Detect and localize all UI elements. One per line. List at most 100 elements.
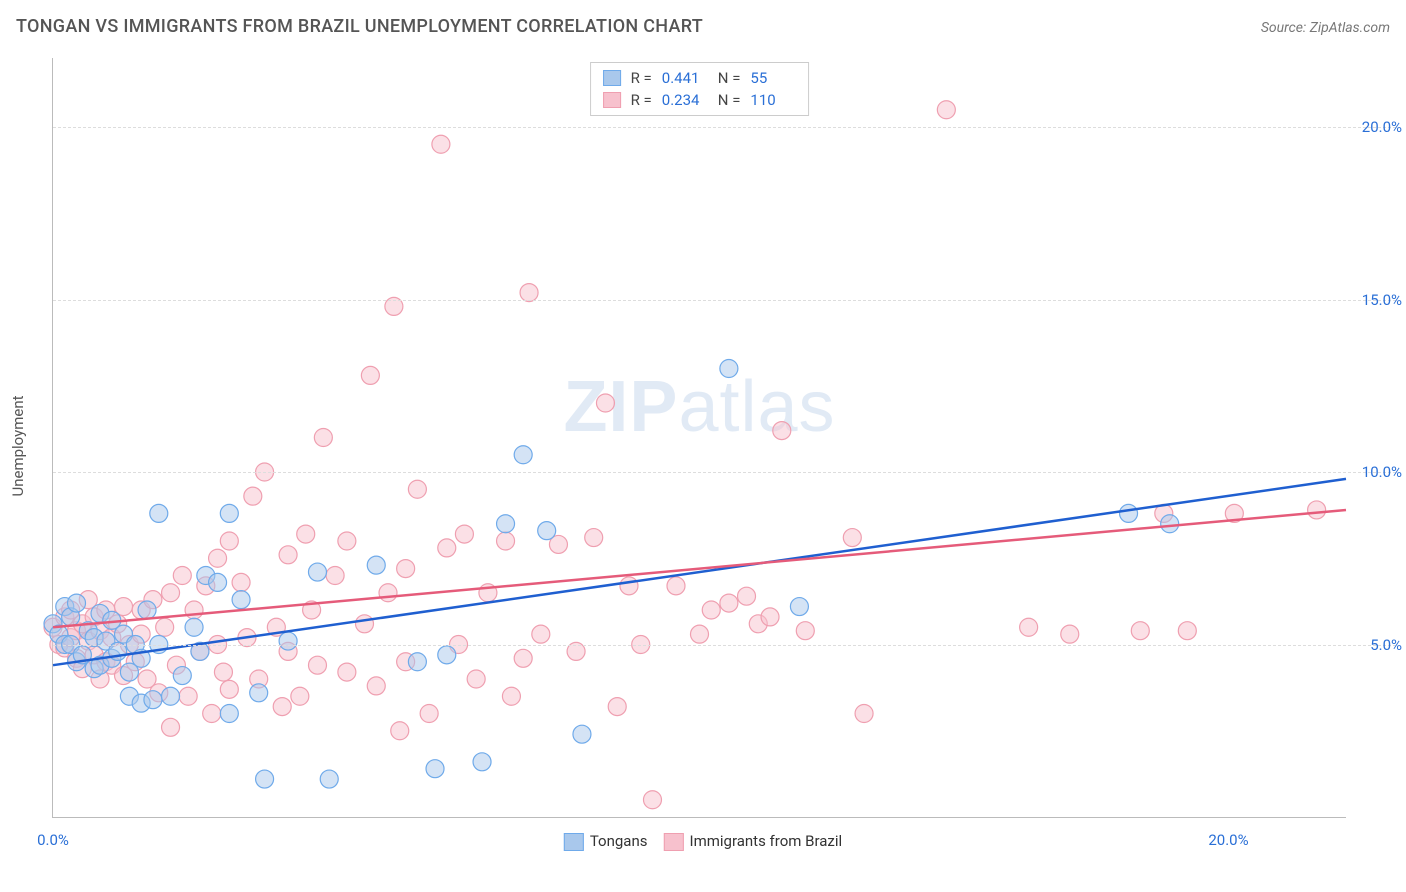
data-point-tongans bbox=[320, 770, 338, 788]
data-point-brazil bbox=[391, 722, 409, 740]
data-point-brazil bbox=[420, 705, 438, 723]
data-point-brazil bbox=[297, 525, 315, 543]
data-point-brazil bbox=[1131, 622, 1149, 640]
data-point-brazil bbox=[203, 705, 221, 723]
stats-legend: R = 0.441 N = 55 R = 0.234 N = 110 bbox=[590, 62, 810, 116]
data-point-brazil bbox=[338, 532, 356, 550]
data-point-brazil bbox=[232, 573, 250, 591]
data-point-brazil bbox=[620, 577, 638, 595]
data-point-brazil bbox=[455, 525, 473, 543]
data-point-tongans bbox=[279, 632, 297, 650]
data-point-tongans bbox=[497, 515, 515, 533]
y-tick-label: 15.0% bbox=[1350, 291, 1402, 309]
label-r: R = bbox=[631, 91, 652, 109]
data-point-brazil bbox=[244, 487, 262, 505]
data-point-tongans bbox=[426, 760, 444, 778]
data-point-brazil bbox=[796, 622, 814, 640]
legend-swatch-tongans bbox=[564, 833, 584, 851]
data-point-brazil bbox=[1178, 622, 1196, 640]
data-point-tongans bbox=[1161, 515, 1179, 533]
data-point-brazil bbox=[937, 101, 955, 119]
plot-area: R = 0.441 N = 55 R = 0.234 N = 110 ZIPat… bbox=[52, 58, 1346, 818]
data-point-tongans bbox=[790, 598, 808, 616]
data-point-brazil bbox=[467, 670, 485, 688]
data-point-tongans bbox=[185, 618, 203, 636]
data-point-brazil bbox=[1308, 501, 1326, 519]
data-point-brazil bbox=[326, 567, 344, 585]
chart-title: TONGAN VS IMMIGRANTS FROM BRAZIL UNEMPLO… bbox=[16, 16, 703, 37]
x-tick-label: 20.0% bbox=[1208, 831, 1248, 849]
data-point-brazil bbox=[1061, 625, 1079, 643]
gridline bbox=[53, 472, 1396, 473]
data-point-brazil bbox=[273, 698, 291, 716]
data-point-brazil bbox=[502, 687, 520, 705]
data-point-tongans bbox=[514, 446, 532, 464]
data-point-brazil bbox=[173, 567, 191, 585]
swatch-brazil bbox=[603, 92, 621, 108]
data-point-brazil bbox=[338, 663, 356, 681]
data-point-brazil bbox=[397, 560, 415, 578]
y-tick-label: 20.0% bbox=[1350, 118, 1402, 136]
series-legend: Tongans Immigrants from Brazil bbox=[564, 832, 842, 851]
legend-swatch-brazil bbox=[663, 833, 683, 851]
data-point-tongans bbox=[220, 504, 238, 522]
legend-label-brazil: Immigrants from Brazil bbox=[689, 832, 842, 850]
x-tick-label: 0.0% bbox=[37, 831, 69, 849]
gridline bbox=[53, 645, 1396, 646]
data-point-tongans bbox=[144, 691, 162, 709]
data-point-brazil bbox=[691, 625, 709, 643]
y-axis-label: Unemployment bbox=[9, 395, 27, 496]
stats-row-brazil: R = 0.234 N = 110 bbox=[603, 89, 797, 111]
data-point-tongans bbox=[68, 594, 86, 612]
gridline bbox=[53, 127, 1396, 128]
data-point-brazil bbox=[214, 663, 232, 681]
data-point-tongans bbox=[162, 687, 180, 705]
data-point-brazil bbox=[532, 625, 550, 643]
data-point-brazil bbox=[843, 529, 861, 547]
data-point-brazil bbox=[162, 584, 180, 602]
data-point-brazil bbox=[738, 587, 756, 605]
data-point-brazil bbox=[702, 601, 720, 619]
data-point-brazil bbox=[585, 529, 603, 547]
data-point-tongans bbox=[573, 725, 591, 743]
data-point-tongans bbox=[438, 646, 456, 664]
data-point-brazil bbox=[497, 532, 515, 550]
data-point-tongans bbox=[220, 705, 238, 723]
chart-svg bbox=[53, 58, 1346, 817]
swatch-tongans bbox=[603, 70, 621, 86]
data-point-brazil bbox=[408, 480, 426, 498]
value-r-brazil: 0.234 bbox=[662, 91, 708, 109]
data-point-tongans bbox=[1120, 504, 1138, 522]
data-point-brazil bbox=[379, 584, 397, 602]
data-point-tongans bbox=[538, 522, 556, 540]
legend-item-brazil: Immigrants from Brazil bbox=[663, 832, 842, 851]
value-r-tongans: 0.441 bbox=[662, 69, 708, 87]
data-point-brazil bbox=[761, 608, 779, 626]
label-r: R = bbox=[631, 69, 652, 87]
label-n: N = bbox=[718, 69, 741, 87]
value-n-tongans: 55 bbox=[750, 69, 796, 87]
data-point-brazil bbox=[855, 705, 873, 723]
data-point-brazil bbox=[608, 698, 626, 716]
data-point-tongans bbox=[256, 770, 274, 788]
data-point-tongans bbox=[473, 753, 491, 771]
label-n: N = bbox=[718, 91, 741, 109]
data-point-brazil bbox=[720, 594, 738, 612]
gridline bbox=[53, 300, 1396, 301]
data-point-brazil bbox=[156, 618, 174, 636]
data-point-tongans bbox=[138, 601, 156, 619]
chart-container: TONGAN VS IMMIGRANTS FROM BRAZIL UNEMPLO… bbox=[0, 0, 1406, 892]
data-point-brazil bbox=[1020, 618, 1038, 636]
data-point-brazil bbox=[185, 601, 203, 619]
source-attribution: Source: ZipAtlas.com bbox=[1261, 20, 1390, 36]
data-point-brazil bbox=[162, 718, 180, 736]
data-point-brazil bbox=[432, 135, 450, 153]
data-point-tongans bbox=[720, 360, 738, 378]
data-point-brazil bbox=[438, 539, 456, 557]
data-point-brazil bbox=[179, 687, 197, 705]
data-point-brazil bbox=[279, 546, 297, 564]
data-point-brazil bbox=[220, 680, 238, 698]
data-point-brazil bbox=[596, 394, 614, 412]
data-point-tongans bbox=[150, 504, 168, 522]
title-bar: TONGAN VS IMMIGRANTS FROM BRAZIL UNEMPLO… bbox=[16, 16, 1390, 37]
